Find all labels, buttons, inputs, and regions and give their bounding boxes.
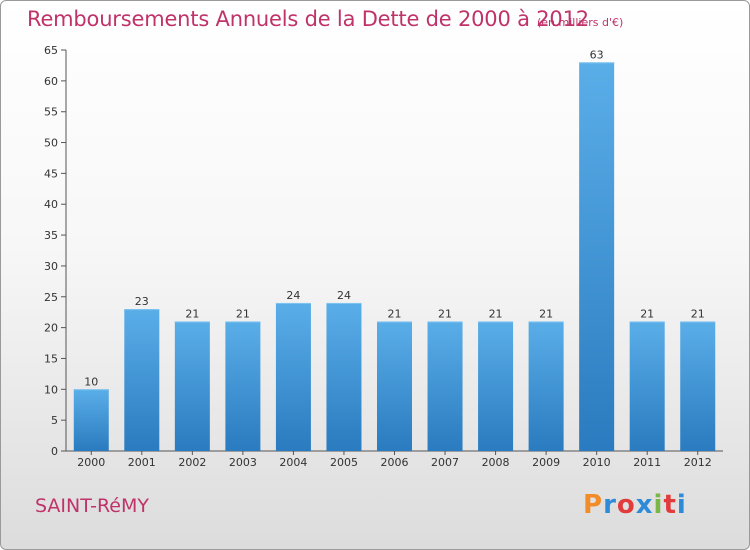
x-tick-label: 2012	[684, 456, 712, 469]
y-tick-label: 30	[44, 260, 58, 273]
y-tick-label: 5	[51, 414, 58, 427]
y-tick-label: 60	[44, 75, 58, 88]
x-tick-label: 2009	[532, 456, 560, 469]
y-tick-label: 50	[44, 137, 58, 150]
y-tick-label: 0	[51, 445, 58, 458]
y-tick-label: 10	[44, 383, 58, 396]
bar	[73, 389, 109, 451]
x-tick-label: 2004	[279, 456, 307, 469]
bar-value-label: 21	[438, 307, 452, 320]
bar	[629, 321, 665, 451]
x-tick-label: 2011	[633, 456, 661, 469]
proxiti-logo: Proxiti	[583, 490, 687, 520]
x-tick-label: 2003	[229, 456, 257, 469]
y-tick-label: 25	[44, 291, 58, 304]
y-tick-label: 35	[44, 229, 58, 242]
bar	[326, 302, 362, 451]
x-tick-label: 2000	[77, 456, 105, 469]
x-tick-label: 2005	[330, 456, 358, 469]
logo-letter: o	[616, 490, 636, 520]
chart-title: Remboursements Annuels de la Dette de 20…	[27, 7, 589, 31]
logo-letter: i	[653, 490, 664, 520]
y-tick-label: 45	[44, 167, 58, 180]
y-tick-label: 65	[44, 44, 58, 57]
x-tick-label: 2006	[381, 456, 409, 469]
bar-value-label: 24	[337, 289, 351, 302]
bar	[427, 321, 463, 451]
bar-value-label: 21	[236, 307, 250, 320]
bar-value-label: 63	[590, 48, 604, 61]
y-tick-label: 40	[44, 198, 58, 211]
bar-value-label: 21	[185, 307, 199, 320]
bar	[528, 321, 564, 451]
logo-letter: t	[663, 490, 677, 520]
bar	[579, 62, 615, 451]
bar-value-label: 21	[388, 307, 402, 320]
bar	[377, 321, 412, 451]
bar-value-label: 21	[691, 307, 705, 320]
logo-letter: x	[635, 490, 654, 520]
bar	[478, 321, 514, 451]
bar	[275, 302, 311, 451]
bar-value-label: 23	[135, 295, 149, 308]
town-name: SAINT-RéMY	[35, 495, 149, 517]
x-tick-label: 2010	[583, 456, 611, 469]
bar-value-label: 21	[489, 307, 503, 320]
x-tick-label: 2008	[482, 456, 510, 469]
y-tick-label: 20	[44, 322, 58, 335]
y-tick-label: 15	[44, 352, 58, 365]
logo-letter: P	[583, 490, 604, 520]
logo-letter: i	[676, 490, 687, 520]
x-tick-label: 2007	[431, 456, 459, 469]
bar-value-label: 21	[539, 307, 553, 320]
bar	[174, 321, 210, 451]
bar-value-label: 24	[286, 289, 300, 302]
chart-unit: (en milliers d'€)	[537, 16, 624, 29]
logo-letter: r	[603, 490, 617, 520]
bar-value-label: 10	[84, 375, 98, 388]
bar	[124, 309, 160, 451]
y-tick-label: 55	[44, 106, 58, 119]
x-tick-label: 2001	[128, 456, 156, 469]
bar-value-label: 21	[640, 307, 654, 320]
bar	[680, 321, 716, 451]
bar	[225, 321, 261, 451]
x-tick-label: 2002	[178, 456, 206, 469]
